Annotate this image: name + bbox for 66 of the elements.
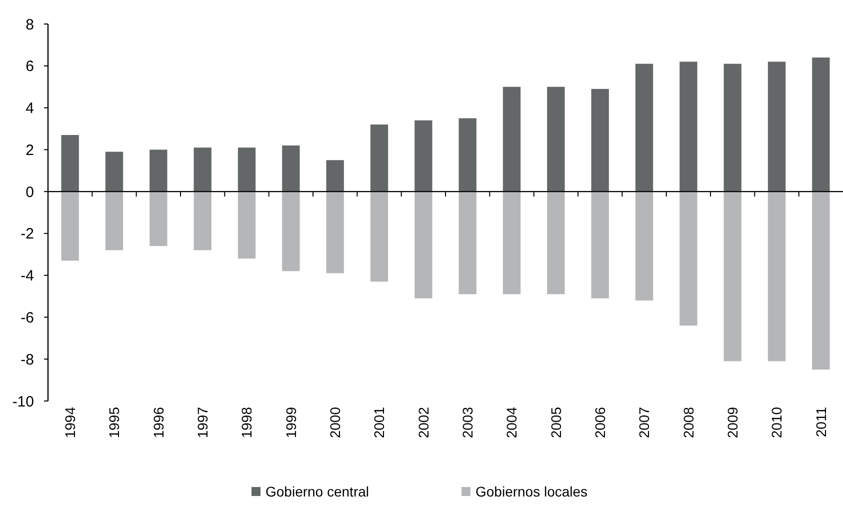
bar <box>370 192 388 282</box>
bar <box>458 118 476 192</box>
bar <box>635 192 654 300</box>
bar <box>812 192 830 370</box>
x-tick-label: 2000 <box>326 406 343 438</box>
y-tick-label: -2 <box>20 226 34 243</box>
y-tick-label: 4 <box>26 100 34 118</box>
y-tick-label: 8 <box>26 16 34 34</box>
x-tick-label: 1994 <box>62 406 78 438</box>
x-tick-label: 2005 <box>548 406 564 438</box>
x-tick-label: 2010 <box>768 406 785 438</box>
x-tick-label: 2009 <box>724 406 740 438</box>
bar <box>61 135 79 192</box>
x-tick-label: 2003 <box>459 406 476 438</box>
x-tick-label: 2007 <box>636 406 652 438</box>
bar <box>105 152 124 192</box>
bar <box>591 192 609 298</box>
x-tick-label: 1999 <box>282 406 299 438</box>
bar <box>414 192 432 298</box>
bar <box>502 192 521 294</box>
bar <box>812 58 830 192</box>
bar <box>194 192 212 250</box>
x-tick-label: 2006 <box>592 406 608 438</box>
bar <box>326 160 344 192</box>
bar <box>282 192 300 272</box>
bar <box>724 64 742 192</box>
bar <box>61 192 79 261</box>
x-tick-label: 2001 <box>371 406 388 438</box>
bar <box>370 124 388 192</box>
bar <box>547 192 565 294</box>
bar <box>238 148 256 192</box>
x-tick-label: 2002 <box>415 406 432 438</box>
legend-label: Gobiernos locales <box>476 483 588 500</box>
bar <box>414 120 432 192</box>
x-tick-label: 1996 <box>150 406 166 438</box>
bar <box>724 192 742 362</box>
x-tick-label: 1995 <box>106 406 122 438</box>
y-tick-label: -10 <box>12 393 34 410</box>
y-tick-label: 2 <box>26 142 34 159</box>
bar <box>282 145 300 192</box>
bar <box>150 192 168 246</box>
bar <box>768 192 786 362</box>
bar <box>150 150 168 192</box>
y-tick-label: -4 <box>20 268 34 285</box>
x-tick-label: 2011 <box>812 406 829 438</box>
bar <box>194 148 212 192</box>
x-tick-label: 2004 <box>504 406 520 438</box>
x-tick-label: 2008 <box>680 406 696 438</box>
bar <box>105 192 124 250</box>
y-tick-label: -6 <box>20 309 34 326</box>
bar <box>591 88 609 192</box>
x-tick-label: 1998 <box>238 406 255 438</box>
bar <box>768 62 786 192</box>
x-tick-label: 1997 <box>194 406 210 438</box>
legend-label: Gobierno central <box>266 483 370 500</box>
bar <box>326 192 344 274</box>
y-tick-label: 0 <box>26 184 34 201</box>
y-tick-label: 6 <box>26 58 34 76</box>
bar <box>635 64 654 192</box>
bar <box>680 62 698 192</box>
y-tick-label: -8 <box>20 351 34 368</box>
bar <box>547 86 565 192</box>
bar <box>458 192 476 294</box>
bar <box>502 86 521 192</box>
bar <box>680 192 698 326</box>
bar <box>238 192 256 259</box>
